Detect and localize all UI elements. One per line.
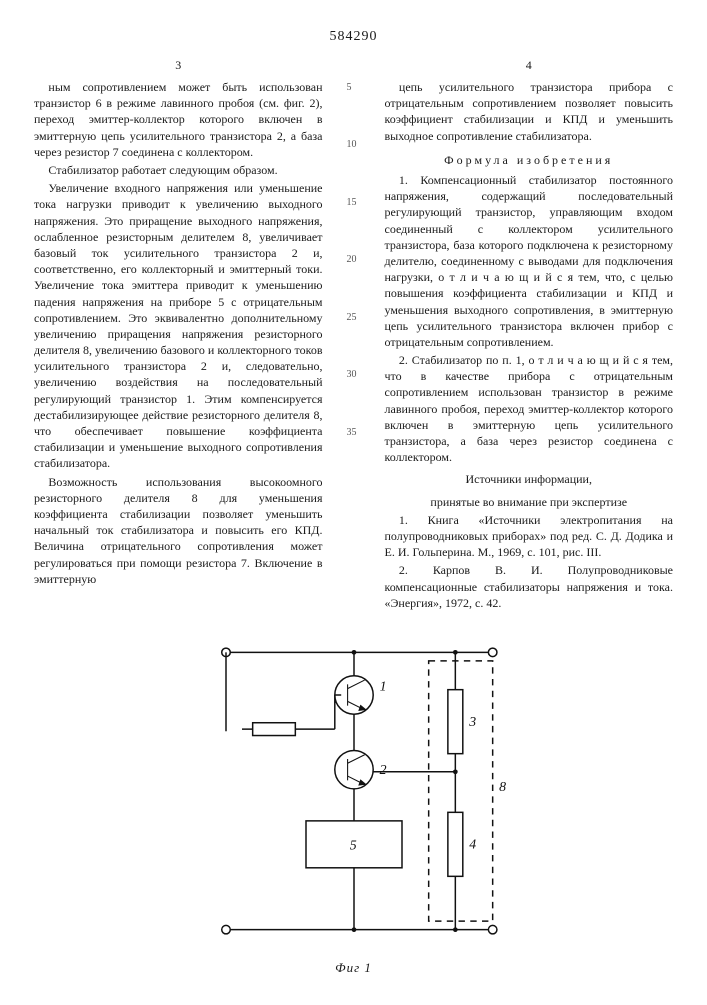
left-column: 3 ным сопротивлением может быть использо… bbox=[34, 57, 323, 613]
line-marker: 15 bbox=[347, 196, 361, 210]
line-marker: 25 bbox=[347, 311, 361, 325]
line-marker: 10 bbox=[347, 138, 361, 152]
line-marker: 20 bbox=[347, 253, 361, 267]
refs-heading-1: Источники информации, bbox=[385, 471, 674, 487]
left-p3: Увеличение входного напряжения или умень… bbox=[34, 180, 323, 471]
right-p1: цепь усилительного транзистора прибора с… bbox=[385, 79, 674, 144]
claim-2: 2. Стабилизатор по п. 1, о т л и ч а ю щ… bbox=[385, 352, 674, 465]
left-p1: ным сопротивлением может быть использова… bbox=[34, 79, 323, 160]
col-number-left: 3 bbox=[34, 57, 323, 73]
svg-text:2: 2 bbox=[379, 762, 386, 777]
figure-caption: Фиг 1 bbox=[34, 959, 673, 977]
left-p2: Стабилизатор работает следующим образом. bbox=[34, 162, 323, 178]
claim-1: 1. Компенсационный стабилизатор постоянн… bbox=[385, 172, 674, 350]
svg-text:8: 8 bbox=[499, 779, 506, 794]
line-marker: 35 bbox=[347, 426, 361, 440]
ref-1: 1. Книга «Источники электропитания на по… bbox=[385, 512, 674, 561]
patent-number: 584290 bbox=[34, 28, 673, 47]
svg-text:1: 1 bbox=[379, 679, 386, 694]
svg-text:4: 4 bbox=[469, 836, 476, 851]
line-marker: 30 bbox=[347, 368, 361, 382]
svg-text:3: 3 bbox=[468, 714, 476, 729]
svg-text:5: 5 bbox=[349, 838, 356, 853]
right-column: 4 цепь усилительного транзистора прибора… bbox=[385, 57, 674, 613]
left-p4: Возможность использования высокоомного р… bbox=[34, 474, 323, 587]
line-marker: 5 bbox=[347, 81, 361, 95]
figure-1: 1 2 3 4 5 8 Фиг 1 bbox=[34, 631, 673, 977]
col-number-right: 4 bbox=[385, 57, 674, 73]
refs-heading-2: принятые во внимание при экспертизе bbox=[385, 494, 674, 510]
circuit-diagram: 1 2 3 4 5 8 bbox=[194, 631, 514, 951]
ref-2: 2. Карпов В. И. Полупроводниковые компен… bbox=[385, 562, 674, 611]
line-number-gutter: 5 10 15 20 25 30 35 bbox=[347, 57, 361, 613]
two-column-layout: 3 ным сопротивлением может быть использо… bbox=[34, 57, 673, 613]
claims-heading: Формула изобретения bbox=[385, 152, 674, 168]
